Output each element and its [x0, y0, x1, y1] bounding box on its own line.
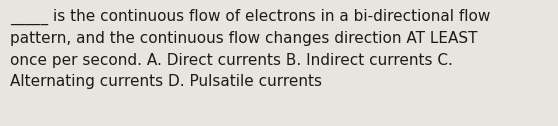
Text: _____ is the continuous flow of electrons in a bi-directional flow
pattern, and : _____ is the continuous flow of electron… [10, 9, 490, 89]
